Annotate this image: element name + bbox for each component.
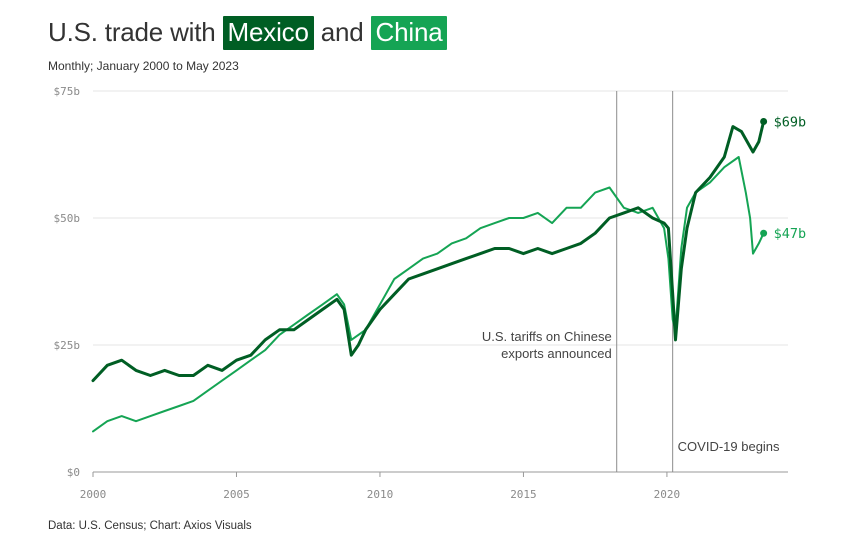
end-label-mexico: $69b xyxy=(774,114,807,130)
series-line-mexico xyxy=(91,120,766,383)
title-china-highlight: China xyxy=(370,16,448,50)
series-line-china xyxy=(92,156,765,433)
end-point-china xyxy=(760,229,768,237)
title-and: and xyxy=(320,17,364,47)
x-tick-label: 2005 xyxy=(223,488,250,501)
y-tick-label: $25b xyxy=(54,339,81,352)
annotation-text: U.S. tariffs on Chinese xyxy=(482,329,612,344)
title-prefix: U.S. trade with xyxy=(48,17,216,47)
x-tick-label: 2000 xyxy=(80,488,107,501)
y-tick-label: $0 xyxy=(67,466,80,479)
chart-subtitle: Monthly; January 2000 to May 2023 xyxy=(48,59,239,73)
source-note: Data: U.S. Census; Chart: Axios Visuals xyxy=(48,520,252,532)
title-mexico-highlight: Mexico xyxy=(222,16,314,50)
y-tick-label: $75b xyxy=(54,85,81,98)
end-label-china: $47b xyxy=(774,226,807,242)
x-tick-label: 2010 xyxy=(367,488,394,501)
annotation-text: COVID-19 begins xyxy=(678,439,780,454)
end-point-mexico xyxy=(760,117,768,125)
y-tick-label: $50b xyxy=(54,212,81,225)
annotation-text: exports announced xyxy=(501,346,612,361)
chart-title: U.S. trade with Mexico and China xyxy=(48,14,448,50)
series-layer xyxy=(91,120,766,433)
annotation-layer: U.S. tariffs on Chinese exports announced… xyxy=(482,91,780,472)
x-tick-label: 2015 xyxy=(510,488,537,501)
x-tick-label: 2020 xyxy=(654,488,681,501)
label-layer: $69b $47b xyxy=(760,114,806,242)
